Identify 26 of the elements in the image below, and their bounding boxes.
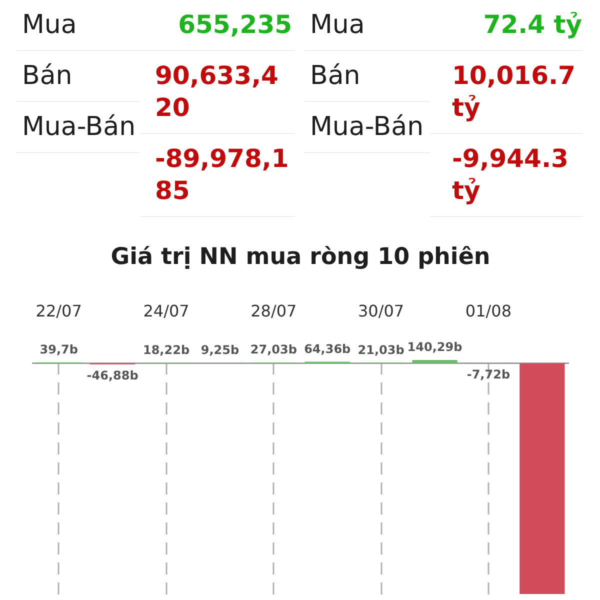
text: -9,944.3 tỷ [452, 143, 570, 207]
text: Mua [304, 0, 430, 51]
text: 655,235 [178, 9, 292, 41]
data-label: -46,88b [86, 368, 139, 382]
data-label: 39,7b [40, 342, 78, 356]
x-tick-label: 28/07 [250, 302, 297, 320]
text: Mua [16, 0, 140, 51]
data-label: 27,03b [250, 342, 298, 357]
x-tick-label: 24/07 [143, 302, 190, 320]
data-label: 64,36b [304, 342, 352, 356]
x-tick-label: 01/08 [465, 302, 512, 320]
data-label: -7,72b [466, 367, 510, 382]
text: 72.4 tỷ [483, 9, 582, 41]
text: Mua-Bán [304, 102, 430, 153]
data-label: 9,25b [200, 343, 240, 358]
text: -89,978,185 [155, 143, 290, 207]
text: Bán [304, 51, 430, 102]
data-label: 21,03b [358, 342, 405, 357]
text: Bán [16, 51, 140, 102]
text: Mua-Bán [16, 102, 140, 153]
text: 90,633,420 [155, 60, 280, 124]
data-label: 18,22b [142, 342, 190, 357]
data-label: 140,29b [407, 340, 463, 354]
x-tick-label: 22/07 [36, 302, 82, 320]
text: 10,016.7 tỷ [452, 60, 576, 124]
x-tick-label: 30/07 [358, 302, 404, 320]
